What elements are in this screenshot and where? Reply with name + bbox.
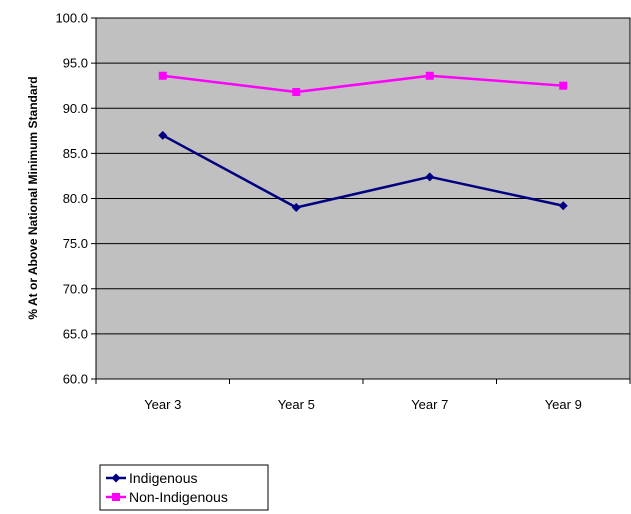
legend-item-non-indigenous: Non-Indigenous xyxy=(106,489,228,505)
series-non-indigenous xyxy=(158,71,568,97)
series-line-indigenous xyxy=(162,134,564,209)
y-tick-label: 60.0 xyxy=(63,372,88,387)
legend-swatch-marker xyxy=(112,493,120,501)
y-tick-label: 80.0 xyxy=(63,191,88,206)
axes xyxy=(91,17,631,384)
legend: Indigenous Non-Indigenous xyxy=(99,464,269,511)
series-line-non-indigenous xyxy=(162,74,564,94)
legend-box xyxy=(99,464,269,511)
legend-label: Indigenous xyxy=(129,470,198,486)
y-tick-label: 85.0 xyxy=(63,146,88,161)
data-point-indigenous xyxy=(158,130,168,140)
y-tick-label: 70.0 xyxy=(63,281,88,296)
y-tick-label: 75.0 xyxy=(63,236,88,251)
y-tick-label: 100.0 xyxy=(55,11,88,26)
gridlines xyxy=(96,17,630,380)
y-tick-label: 65.0 xyxy=(63,326,88,341)
x-tick-labels: Year 3 Year 5 Year 7 Year 9 xyxy=(144,397,582,412)
x-tick-label: Year 9 xyxy=(545,397,582,412)
data-point-non-indigenous xyxy=(559,81,568,90)
data-point-indigenous xyxy=(291,203,301,213)
legend-item-indigenous: Indigenous xyxy=(106,470,198,486)
series-indigenous xyxy=(158,130,568,213)
data-point-non-indigenous xyxy=(158,71,167,80)
legend-swatch-marker xyxy=(111,473,121,483)
y-tick-labels: 60.0 65.0 70.0 75.0 80.0 85.0 90.0 95.0 100.0 xyxy=(55,11,88,387)
legend-items: Indigenous Non-Indigenous xyxy=(106,470,228,505)
x-tick-label: Year 3 xyxy=(144,397,181,412)
x-tick-label: Year 7 xyxy=(411,397,448,412)
y-axis-title: % At or Above National Minimum Standard xyxy=(26,76,40,319)
x-tick-label: Year 5 xyxy=(278,397,315,412)
data-series xyxy=(158,71,568,213)
legend-label: Non-Indigenous xyxy=(129,489,228,505)
y-tick-label: 90.0 xyxy=(63,101,88,116)
y-tick-label: 95.0 xyxy=(63,56,88,71)
data-point-indigenous xyxy=(425,172,435,182)
data-point-non-indigenous xyxy=(425,71,434,80)
data-point-indigenous xyxy=(558,201,568,211)
data-point-non-indigenous xyxy=(292,88,301,97)
